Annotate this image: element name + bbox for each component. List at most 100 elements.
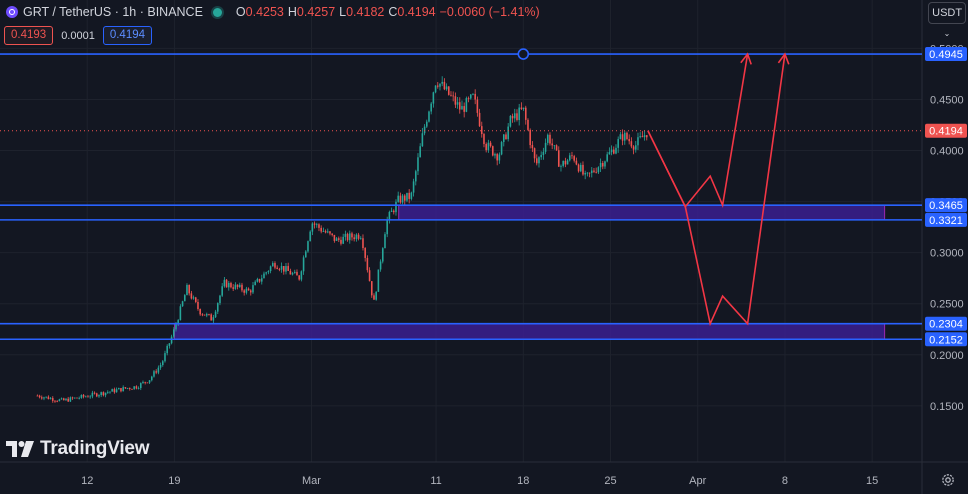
price-axis[interactable]: 0.50000.45000.40000.35000.30000.25000.20… [925, 43, 967, 413]
projection-arrowhead[interactable] [777, 52, 790, 65]
candle-body [432, 92, 435, 104]
price-badge-label: 0.4945 [929, 49, 963, 61]
candle-body [245, 288, 248, 293]
candle-body [234, 284, 237, 289]
candle-body [318, 224, 320, 228]
candle-body [287, 266, 289, 271]
candle-body [392, 210, 395, 213]
candle-body [331, 233, 333, 235]
currency-button[interactable]: USDT ⌄ [928, 2, 966, 38]
candle-body [538, 157, 540, 164]
projection-path[interactable] [647, 53, 786, 327]
candle-body [397, 195, 399, 202]
current-price-badge[interactable] [925, 123, 967, 138]
level-price-badge[interactable] [925, 198, 967, 213]
candle-body [461, 106, 463, 110]
candle-body [120, 388, 122, 392]
candle-body [293, 271, 296, 274]
sell-price-button[interactable]: 0.4193 [4, 26, 54, 45]
candle-body [467, 98, 470, 99]
candle-body [43, 397, 45, 399]
time-axis[interactable]: 12 19 Mar 11 18 25 Apr 8 15 [81, 475, 878, 487]
candle-body [634, 145, 637, 150]
demand-zone[interactable] [398, 204, 886, 221]
buy-price-button[interactable]: 0.4194 [102, 26, 153, 45]
candle-body [313, 223, 316, 225]
candle-body [487, 142, 490, 151]
candle-body [168, 343, 171, 346]
candle-body [480, 126, 483, 135]
candle-body [491, 146, 494, 156]
candle-body [98, 395, 100, 397]
candle-body [643, 135, 646, 138]
candle-body [38, 395, 41, 398]
candle-body [205, 314, 208, 316]
candle-body [403, 195, 406, 201]
candle-body [78, 397, 80, 399]
candle-body [181, 301, 184, 307]
candle-body [179, 306, 182, 321]
candle-body [414, 171, 417, 182]
level-price-badge[interactable] [925, 316, 967, 331]
demand-zone[interactable] [173, 323, 886, 340]
candle-body [456, 102, 459, 105]
candle-body [113, 389, 116, 393]
candle-body [597, 167, 600, 173]
tradingview-logo[interactable]: TradingView [6, 438, 150, 460]
projection-arrowhead[interactable] [740, 52, 752, 65]
candle-body [520, 107, 523, 109]
high-label: H [287, 5, 297, 19]
candle-body [40, 397, 43, 399]
gear-icon[interactable] [940, 472, 956, 488]
candle-body [216, 303, 219, 312]
projection-paths[interactable] [647, 52, 790, 327]
candle-body [351, 233, 353, 238]
time-tick-label: 19 [168, 475, 180, 487]
candle-body [619, 134, 622, 140]
time-tick-label: Mar [302, 475, 321, 487]
candle-body [632, 146, 635, 150]
candle-body [280, 266, 283, 270]
candle-body [450, 94, 452, 96]
candle-body [166, 345, 168, 354]
candle-body [452, 95, 454, 97]
candle-body [254, 281, 256, 286]
horizontal-levels[interactable] [0, 48, 922, 341]
candle-body [106, 392, 109, 393]
candle-body [324, 231, 327, 233]
candle-body [472, 93, 474, 95]
candle-body [610, 149, 613, 153]
candle-body [628, 139, 630, 142]
candle-body [342, 236, 344, 244]
candle-body [230, 283, 232, 288]
candle-body [87, 396, 89, 398]
price-badge-label: 0.2152 [929, 334, 963, 346]
price-badge-label: 0.4194 [929, 126, 963, 138]
candle-body [639, 136, 641, 138]
symbol-title[interactable]: GRT / TetherUS · 1h · BINANCE [23, 5, 203, 19]
level-price-badge[interactable] [925, 47, 967, 62]
candle-body [595, 171, 597, 173]
candle-body [47, 396, 50, 400]
candle-body [604, 161, 606, 167]
candle-body [219, 295, 221, 304]
candle-body [82, 394, 85, 397]
candle-body [159, 365, 162, 368]
candle-body [307, 241, 309, 252]
candle-body [164, 353, 166, 362]
candle-body [645, 135, 648, 138]
candle-body [54, 400, 56, 402]
candle-body [601, 163, 604, 167]
candle-body [291, 273, 294, 275]
candle-body [115, 389, 118, 393]
candle-body [144, 381, 146, 383]
currency-label: USDT [932, 7, 962, 19]
level-price-badge[interactable] [925, 332, 967, 347]
candle-body [91, 392, 94, 397]
candle-body [232, 287, 234, 289]
level-anchor-handle[interactable] [517, 48, 530, 60]
level-price-badge[interactable] [925, 212, 967, 227]
candle-body [386, 219, 388, 235]
